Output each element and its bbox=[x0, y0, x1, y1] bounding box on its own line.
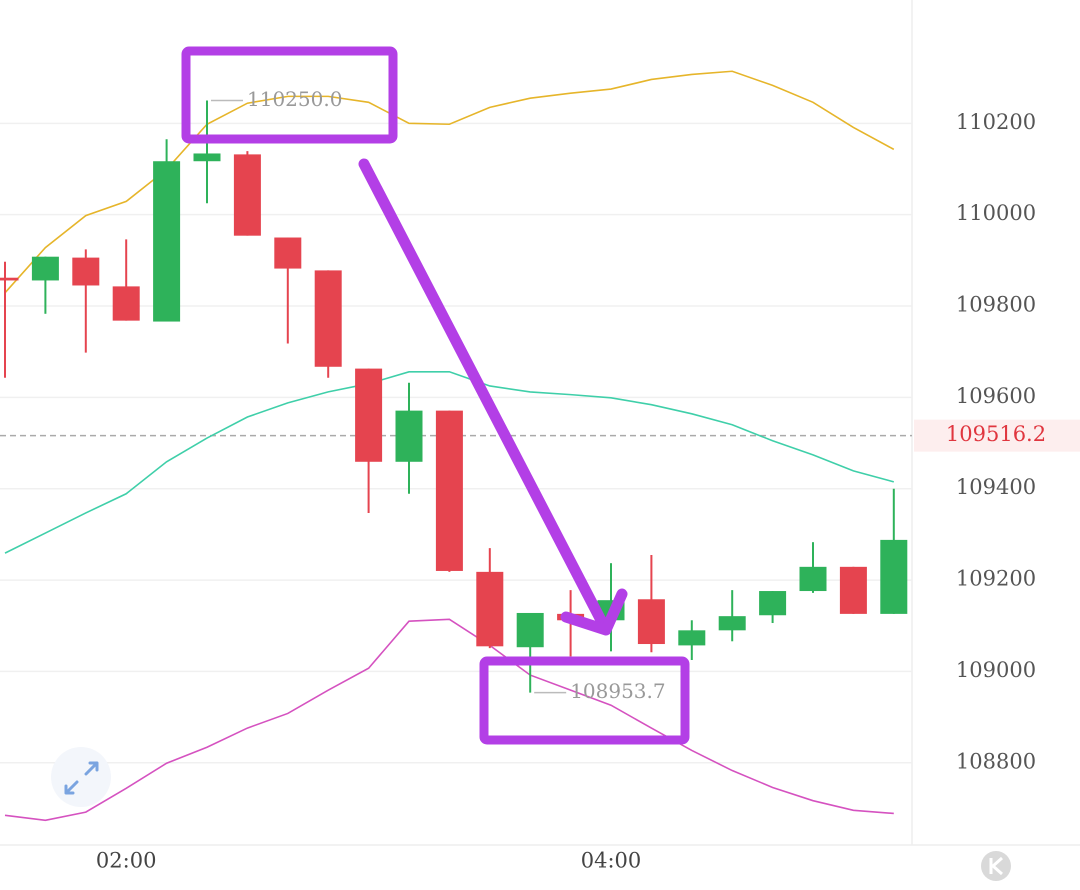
candle-body bbox=[233, 154, 261, 236]
plot-area: 108800 109000 109200 109400 109600 109800 1100… bbox=[0, 70, 1080, 873]
overlay bbox=[51, 46, 1011, 881]
candle-body bbox=[31, 256, 59, 281]
k-icon bbox=[989, 856, 1003, 876]
y-tick-label: 110200 bbox=[956, 110, 1036, 134]
candle-body bbox=[476, 571, 504, 647]
candle-body bbox=[435, 410, 463, 571]
candle-body bbox=[839, 566, 867, 614]
y-tick-label: 109800 bbox=[956, 293, 1036, 317]
candle-body bbox=[799, 566, 827, 592]
last-price-label: 109516.2 bbox=[946, 422, 1046, 446]
candle-body bbox=[880, 539, 908, 614]
x-tick-label: 04:00 bbox=[581, 849, 642, 873]
candle-body bbox=[0, 277, 19, 281]
arrow-shaft bbox=[358, 158, 610, 632]
y-tick-label: 109600 bbox=[956, 384, 1036, 408]
candle-body bbox=[718, 616, 746, 631]
candle-body bbox=[395, 410, 423, 462]
expand-icon bbox=[64, 761, 99, 795]
candle-body bbox=[637, 599, 665, 645]
last-price-badge bbox=[914, 419, 1080, 452]
candle-body bbox=[314, 270, 342, 367]
y-tick-label: 109200 bbox=[956, 567, 1036, 591]
x-tick-label: 02:00 bbox=[96, 849, 157, 873]
candle-body bbox=[516, 612, 544, 648]
y-tick-label: 109400 bbox=[956, 475, 1036, 499]
band-line bbox=[4, 371, 895, 554]
highlight-box bbox=[479, 656, 690, 745]
candle-body bbox=[153, 161, 181, 322]
y-tick-label: 109000 bbox=[956, 658, 1036, 682]
candle-body bbox=[355, 368, 383, 462]
k-button[interactable] bbox=[981, 851, 1011, 881]
y-tick-label: 110000 bbox=[956, 201, 1036, 225]
arrow-head bbox=[560, 588, 628, 636]
candle-body bbox=[72, 257, 100, 286]
candle-body bbox=[112, 286, 140, 321]
candle-body bbox=[193, 153, 221, 162]
annotation-label: 110250.0 bbox=[247, 87, 342, 111]
candle-body bbox=[678, 630, 706, 646]
y-tick-label: 108800 bbox=[956, 749, 1036, 773]
band-line bbox=[4, 618, 894, 822]
candle-body bbox=[759, 591, 787, 616]
expand-button[interactable] bbox=[51, 747, 111, 807]
highlight-box bbox=[181, 46, 398, 144]
annotation-label: 108953.7 bbox=[570, 679, 665, 703]
candle-body bbox=[274, 237, 302, 269]
